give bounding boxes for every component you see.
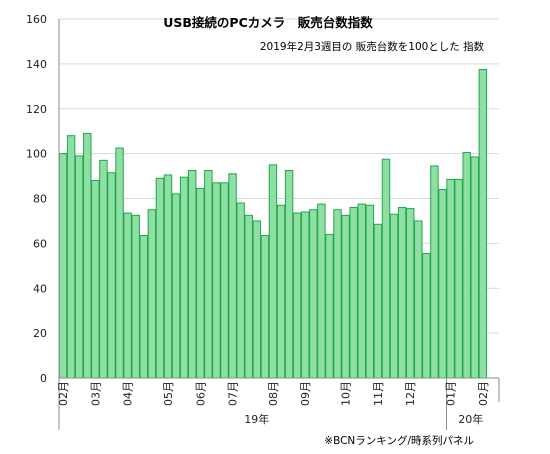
year-label: 19年 bbox=[244, 412, 269, 426]
bar bbox=[252, 220, 262, 379]
y-tick-label: 40 bbox=[33, 282, 47, 295]
bar bbox=[284, 169, 294, 379]
bar bbox=[357, 203, 366, 379]
bar bbox=[163, 174, 173, 379]
chart-title: USB接続のPCカメラ 販売台数指数 bbox=[163, 15, 373, 30]
y-tick-label: 0 bbox=[40, 372, 47, 385]
month-label: 01月 bbox=[445, 381, 458, 406]
axes bbox=[58, 19, 500, 430]
bar bbox=[349, 206, 358, 379]
bar bbox=[381, 158, 391, 379]
bar bbox=[66, 135, 76, 379]
month-label: 12月 bbox=[404, 381, 417, 406]
bar bbox=[155, 177, 165, 379]
bar bbox=[171, 193, 181, 379]
bar bbox=[74, 155, 84, 379]
bar bbox=[228, 173, 237, 379]
bar bbox=[123, 212, 132, 379]
bar bbox=[196, 187, 205, 379]
bar bbox=[301, 211, 310, 379]
bars bbox=[58, 68, 488, 379]
month-label: 07月 bbox=[227, 381, 240, 406]
y-tick-label: 20 bbox=[33, 327, 47, 340]
bar bbox=[405, 208, 415, 379]
bar bbox=[397, 206, 407, 379]
bar bbox=[333, 209, 342, 379]
month-label: 11月 bbox=[372, 381, 385, 406]
bar bbox=[204, 169, 213, 379]
source-note: ※BCNランキング/時系列パネル bbox=[324, 434, 474, 447]
bar bbox=[179, 176, 189, 379]
bar bbox=[107, 172, 116, 379]
year-labels: 19年 20年 bbox=[244, 412, 483, 426]
y-tick-label: 100 bbox=[26, 148, 47, 161]
month-label: 02月 bbox=[477, 381, 490, 406]
bar bbox=[373, 223, 383, 379]
bar bbox=[341, 214, 350, 379]
bar bbox=[470, 156, 479, 379]
month-label: 04月 bbox=[122, 381, 135, 406]
bar bbox=[147, 209, 157, 379]
bar bbox=[83, 132, 92, 379]
bar bbox=[131, 214, 140, 379]
y-tick-label: 80 bbox=[33, 193, 47, 206]
bar bbox=[139, 235, 148, 379]
y-tick-label: 140 bbox=[26, 58, 47, 71]
chart-subtitle: 2019年2月3週目の 販売台数を100とした 指数 bbox=[260, 40, 485, 53]
bar bbox=[244, 214, 253, 379]
month-labels: 02月 03月 04月 05月 06月 07月 08月 09月 10月 11月 12月 01月 02月 bbox=[57, 381, 490, 406]
y-tick-label: 120 bbox=[26, 103, 47, 116]
month-label: 08月 bbox=[267, 381, 280, 406]
bar bbox=[260, 235, 270, 379]
bar bbox=[478, 68, 488, 379]
y-tick-labels: 0 20 40 60 80 100 120 140 160 bbox=[26, 13, 47, 385]
y-tick-label: 60 bbox=[33, 237, 47, 250]
bar bbox=[438, 189, 447, 379]
bar bbox=[187, 169, 197, 379]
month-label: 02月 bbox=[57, 381, 70, 406]
bar bbox=[115, 147, 124, 379]
bar bbox=[454, 178, 463, 379]
y-tick-label: 160 bbox=[26, 13, 47, 26]
bar bbox=[422, 252, 431, 379]
bar bbox=[414, 220, 423, 379]
month-label: 10月 bbox=[340, 381, 353, 406]
bar bbox=[220, 182, 229, 379]
bar bbox=[91, 180, 100, 379]
month-label: 05月 bbox=[162, 381, 175, 406]
year-label: 20年 bbox=[458, 412, 483, 426]
month-label: 09月 bbox=[299, 381, 312, 406]
bar bbox=[462, 152, 471, 379]
bar bbox=[430, 165, 439, 379]
bar bbox=[325, 233, 334, 379]
month-label: 03月 bbox=[89, 381, 102, 406]
bar bbox=[389, 213, 399, 379]
bar bbox=[236, 202, 245, 379]
bar bbox=[276, 204, 286, 379]
bar bbox=[99, 159, 108, 379]
bar bbox=[317, 203, 326, 379]
bar bbox=[365, 204, 375, 379]
bar bbox=[446, 178, 455, 379]
bar bbox=[268, 164, 278, 379]
bar bbox=[212, 182, 221, 379]
month-label: 06月 bbox=[194, 381, 207, 406]
bar bbox=[309, 209, 318, 379]
bar bbox=[292, 212, 302, 379]
bar bbox=[58, 153, 68, 379]
